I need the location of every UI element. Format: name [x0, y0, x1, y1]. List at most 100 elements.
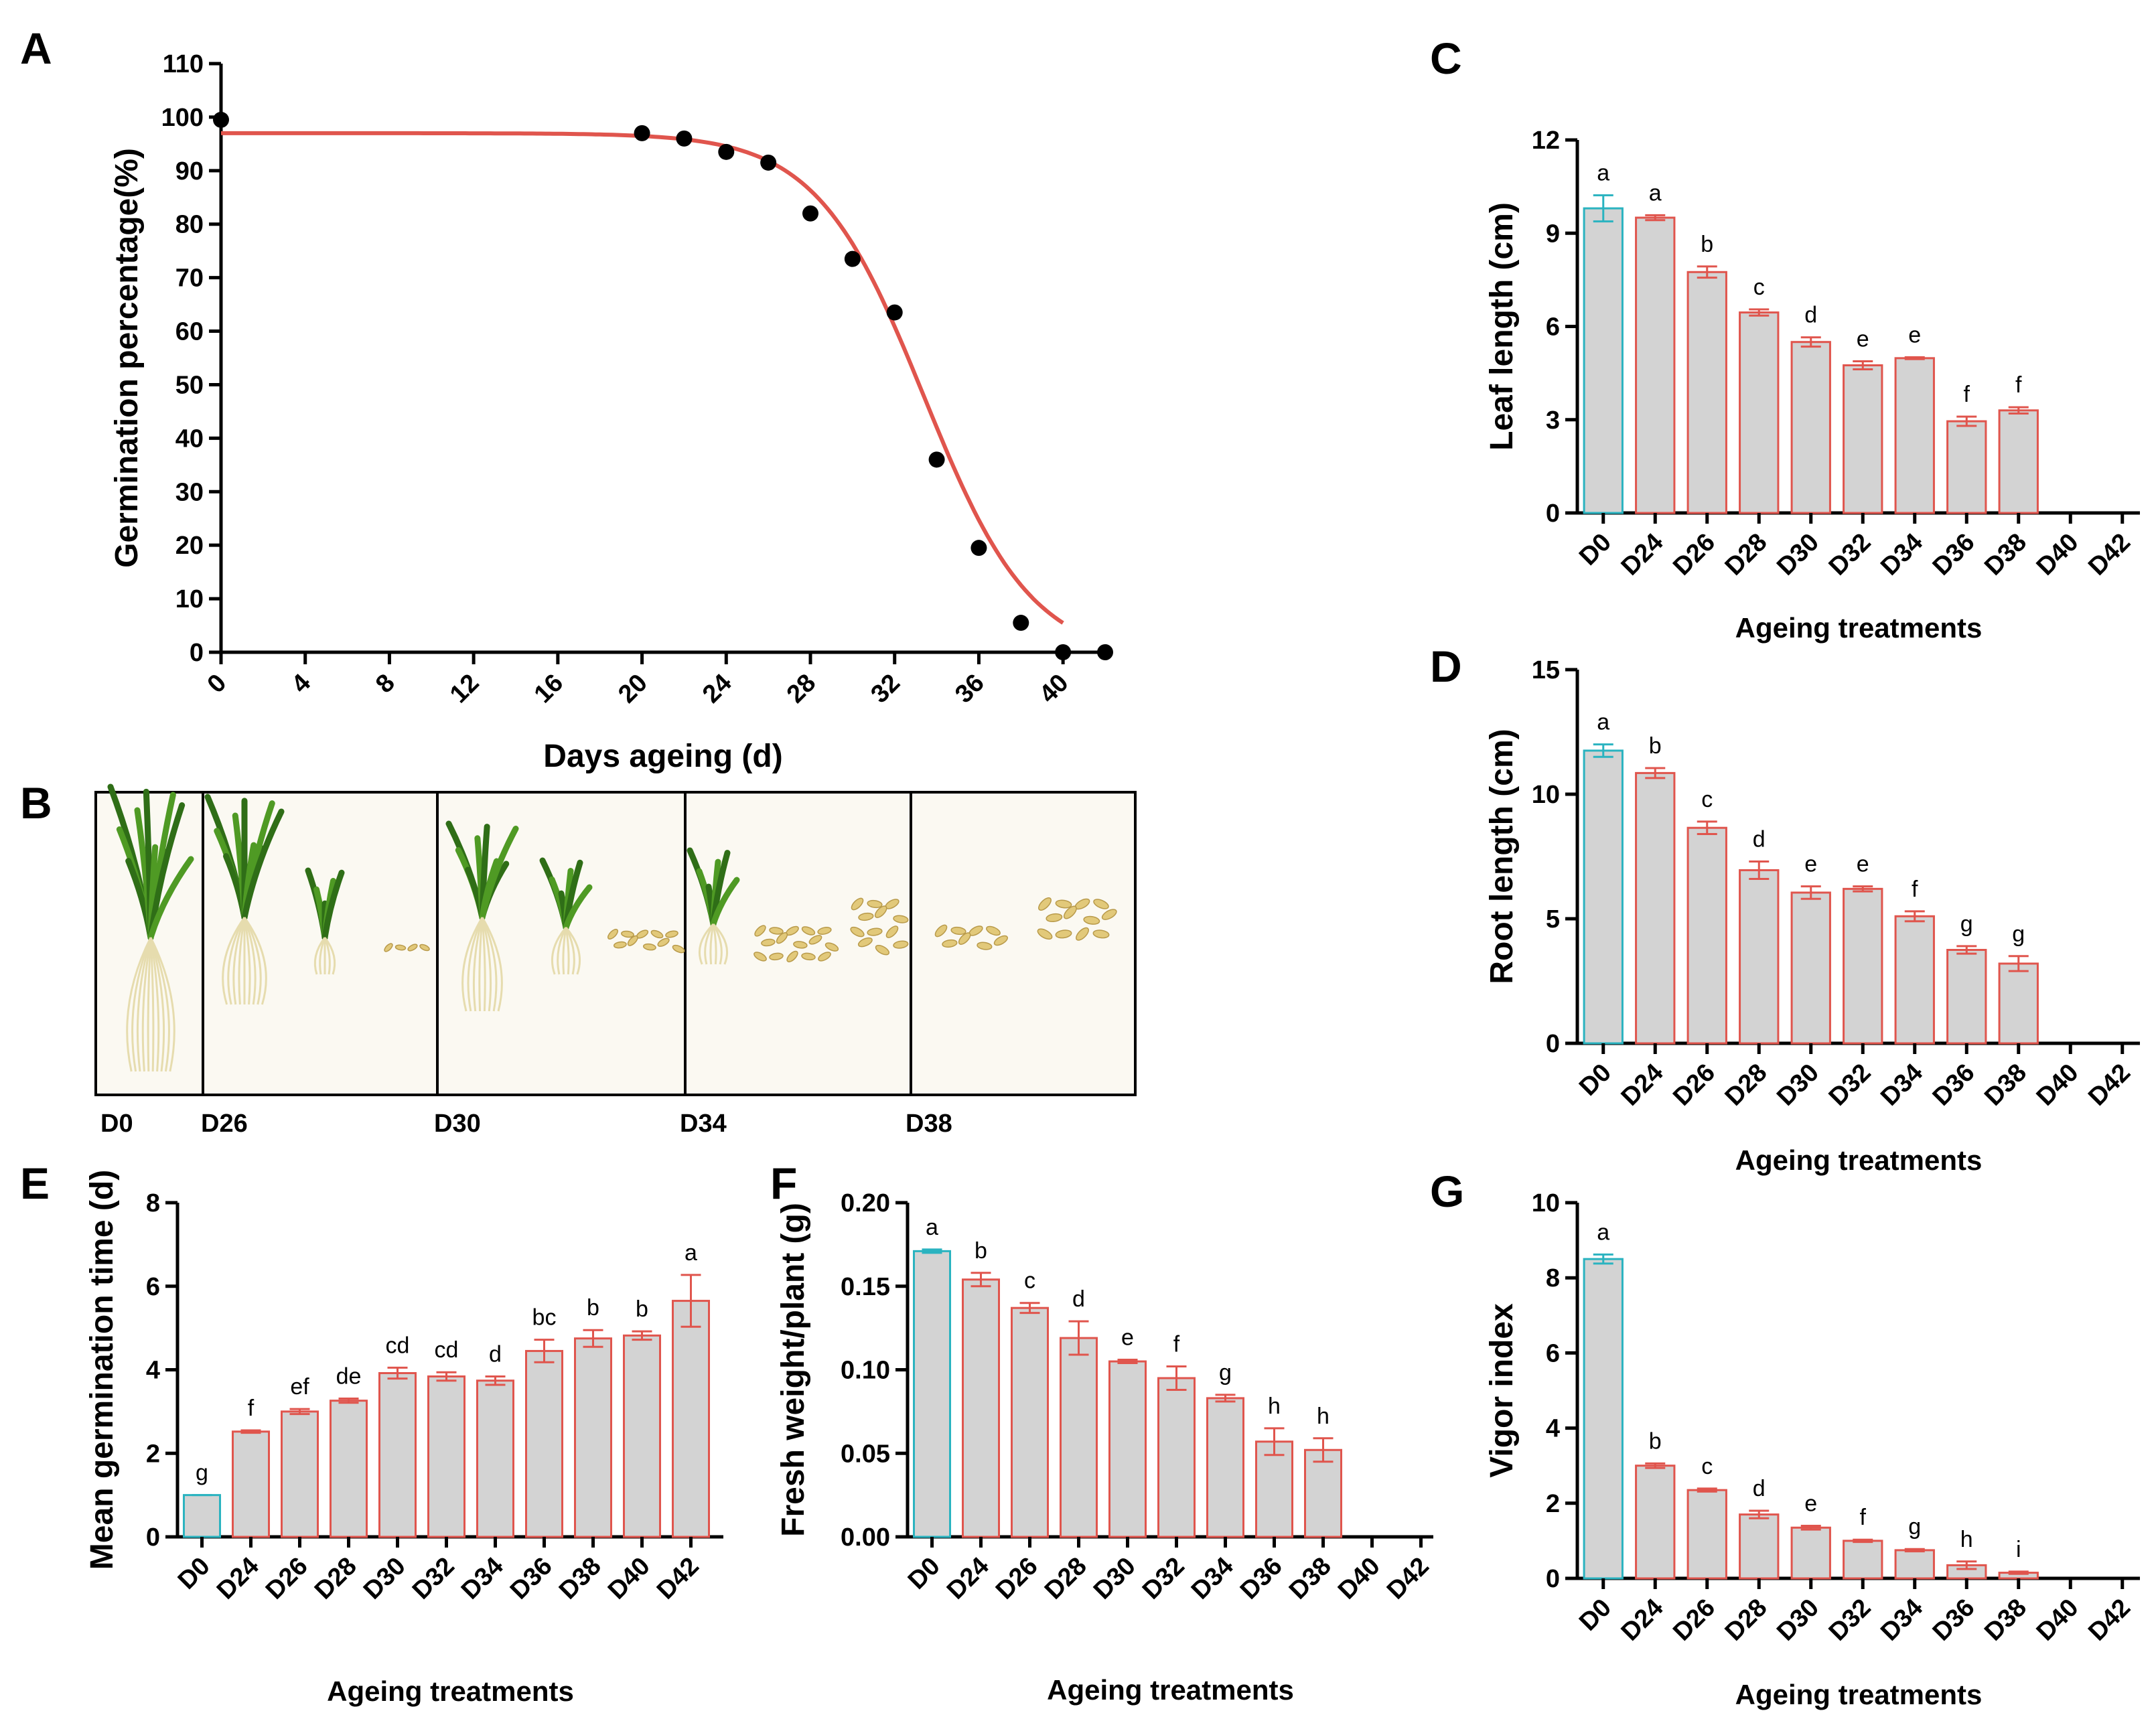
seed: [642, 943, 656, 951]
bar: [231, 1430, 271, 1538]
significance-letter: f: [1964, 382, 1970, 407]
seed: [817, 927, 832, 935]
y-tick-label: 0: [1546, 1565, 1560, 1593]
root-strand: [698, 923, 715, 965]
x-tick-label: D28: [1039, 1552, 1092, 1605]
bar: [1583, 749, 1624, 1045]
x-tick-label: D24: [212, 1552, 265, 1605]
seed: [1076, 927, 1089, 941]
significance-letter: e: [1804, 1491, 1817, 1516]
x-tick-label: D36: [1928, 1594, 1981, 1647]
bar: [1059, 1337, 1098, 1538]
seed: [627, 935, 638, 946]
bar: [961, 1278, 1001, 1538]
bar: [1635, 216, 1676, 514]
significance-letter: a: [926, 1215, 938, 1240]
y-axis-title: Fresh weight/plant (g): [776, 1203, 811, 1537]
seed: [754, 925, 766, 937]
x-tick-label: D38: [1284, 1552, 1337, 1605]
root-strand: [709, 923, 715, 965]
bar: [1894, 1549, 1935, 1580]
x-tick-label: D42: [2083, 1594, 2136, 1647]
root-strand: [481, 917, 486, 1012]
seed: [875, 944, 889, 956]
seed-cluster-icon: [850, 897, 909, 956]
x-tick-label: 4: [286, 669, 316, 699]
significance-letter: a: [1597, 1219, 1609, 1245]
bar: [1108, 1360, 1147, 1538]
seed: [818, 952, 831, 962]
y-tick-label: 50: [175, 371, 204, 399]
significance-letter: cd: [435, 1337, 459, 1363]
root-strand: [712, 923, 729, 965]
y-tick-label: 4: [146, 1357, 160, 1385]
x-tick-label: D34: [456, 1552, 509, 1605]
x-tick-label: D30: [358, 1552, 411, 1605]
photo-caption: D38: [906, 1110, 952, 1138]
significance-letter: c: [1024, 1268, 1035, 1294]
x-tick-label: 8: [370, 669, 401, 699]
seed: [650, 929, 664, 939]
bar: [1790, 1526, 1831, 1580]
panel-label-e: E: [20, 1158, 50, 1208]
y-tick-label: 2: [146, 1440, 160, 1468]
bar: [1843, 364, 1883, 514]
bar: [1946, 949, 1987, 1045]
x-axis-title: Ageing treatments: [1735, 612, 1983, 644]
x-tick-label: D38: [1979, 1594, 2032, 1647]
x-tick-label: D28: [1720, 1059, 1773, 1112]
seed: [993, 935, 1008, 946]
seedling-icon: [687, 847, 740, 965]
seed: [874, 905, 887, 918]
chart-d-root-length: 0 5 10 15 a D0 b D24 c D26 d D28 e D30 e D32 f D34 g D36 g D3…: [1484, 656, 2140, 1176]
leaf-blade: [321, 869, 345, 941]
significance-letter: d: [1753, 826, 1766, 852]
data-point: [928, 451, 945, 468]
significance-letter: bc: [532, 1305, 557, 1331]
x-tick-label: D34: [1186, 1552, 1239, 1605]
x-axis-title: Days ageing (d): [543, 739, 782, 774]
seed: [867, 899, 883, 909]
seed: [942, 939, 958, 948]
x-tick-label: D24: [1616, 1594, 1669, 1647]
x-tick-label: D0: [1574, 528, 1617, 571]
bar: [1739, 1513, 1780, 1580]
x-tick-label: D36: [1235, 1552, 1288, 1605]
significance-letter: g: [1219, 1360, 1232, 1386]
significance-letter: ef: [290, 1374, 309, 1400]
seed: [801, 926, 816, 936]
seed: [1101, 909, 1117, 920]
significance-letter: b: [1649, 1428, 1662, 1454]
root-strand: [478, 917, 484, 1012]
root-strand: [557, 927, 567, 975]
bar: [1843, 1540, 1883, 1580]
x-tick-label: D30: [1088, 1552, 1141, 1605]
bar: [1790, 891, 1831, 1045]
seed: [761, 938, 776, 947]
root-strand: [481, 917, 498, 1012]
significance-letter: f: [1860, 1505, 1867, 1530]
seed-cluster-icon: [607, 929, 685, 954]
chart-a-germination-curve: 0 10 20 30 40 50 60 70 80 90 100 110 0 4 8 12 16 20 24 28 32…: [109, 50, 1113, 774]
bar: [1635, 1465, 1676, 1580]
x-tick-label: 28: [782, 669, 822, 709]
x-tick-label: D0: [1574, 1059, 1617, 1102]
seed-cluster-icon: [934, 924, 1008, 950]
significance-letter: d: [1072, 1286, 1085, 1312]
seed: [986, 925, 1001, 936]
x-tick-label: D36: [1928, 528, 1981, 581]
significance-letter: c: [1753, 275, 1765, 300]
seed: [621, 930, 634, 938]
x-tick-label: D32: [1824, 1059, 1877, 1112]
x-tick-label: D32: [1824, 1594, 1877, 1647]
y-tick-label: 4: [1546, 1415, 1560, 1443]
root-strand: [712, 923, 723, 965]
significance-letter: b: [636, 1296, 648, 1322]
chart-c-leaf-length: 0 3 6 9 12 a D0 a D24 b D26 c D28 d D30 e D32 e D34 f D36 f D3…: [1484, 127, 2140, 644]
panel-label-g: G: [1430, 1167, 1464, 1216]
significance-letter: f: [248, 1396, 255, 1421]
significance-letter: b: [1649, 733, 1662, 759]
bar: [1010, 1306, 1050, 1538]
seedling-icon: [107, 783, 194, 1072]
root-strand: [481, 917, 503, 1012]
